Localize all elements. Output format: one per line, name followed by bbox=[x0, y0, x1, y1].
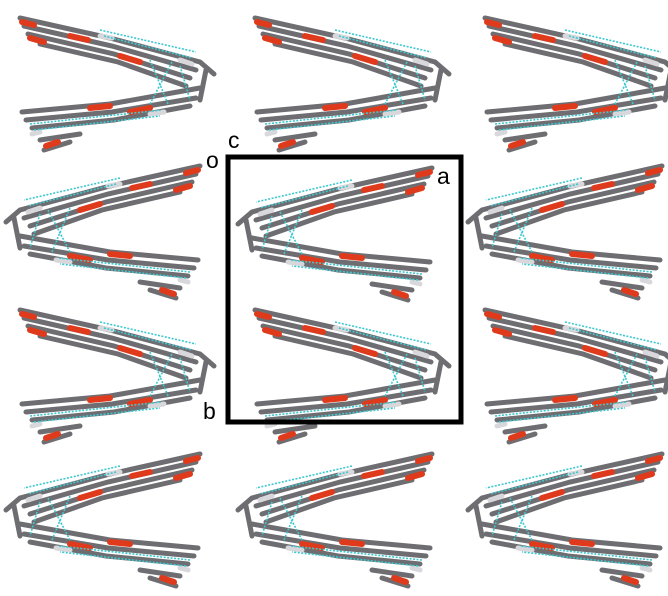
axis-label-c: c bbox=[228, 127, 240, 153]
molecule bbox=[238, 168, 432, 300]
molecule bbox=[6, 166, 200, 298]
molecule bbox=[20, 18, 214, 150]
molecule bbox=[485, 18, 668, 150]
molecule bbox=[20, 310, 214, 442]
molecule bbox=[468, 454, 662, 586]
molecule bbox=[238, 454, 432, 586]
crystal-packing-diagram: c o a b bbox=[0, 0, 668, 596]
origin-label: o bbox=[206, 147, 219, 173]
axis-label-a: a bbox=[437, 163, 450, 189]
axis-label-b: b bbox=[203, 398, 216, 424]
molecule bbox=[6, 454, 200, 586]
molecule bbox=[468, 166, 662, 298]
molecule bbox=[255, 18, 449, 150]
molecule bbox=[485, 310, 668, 442]
